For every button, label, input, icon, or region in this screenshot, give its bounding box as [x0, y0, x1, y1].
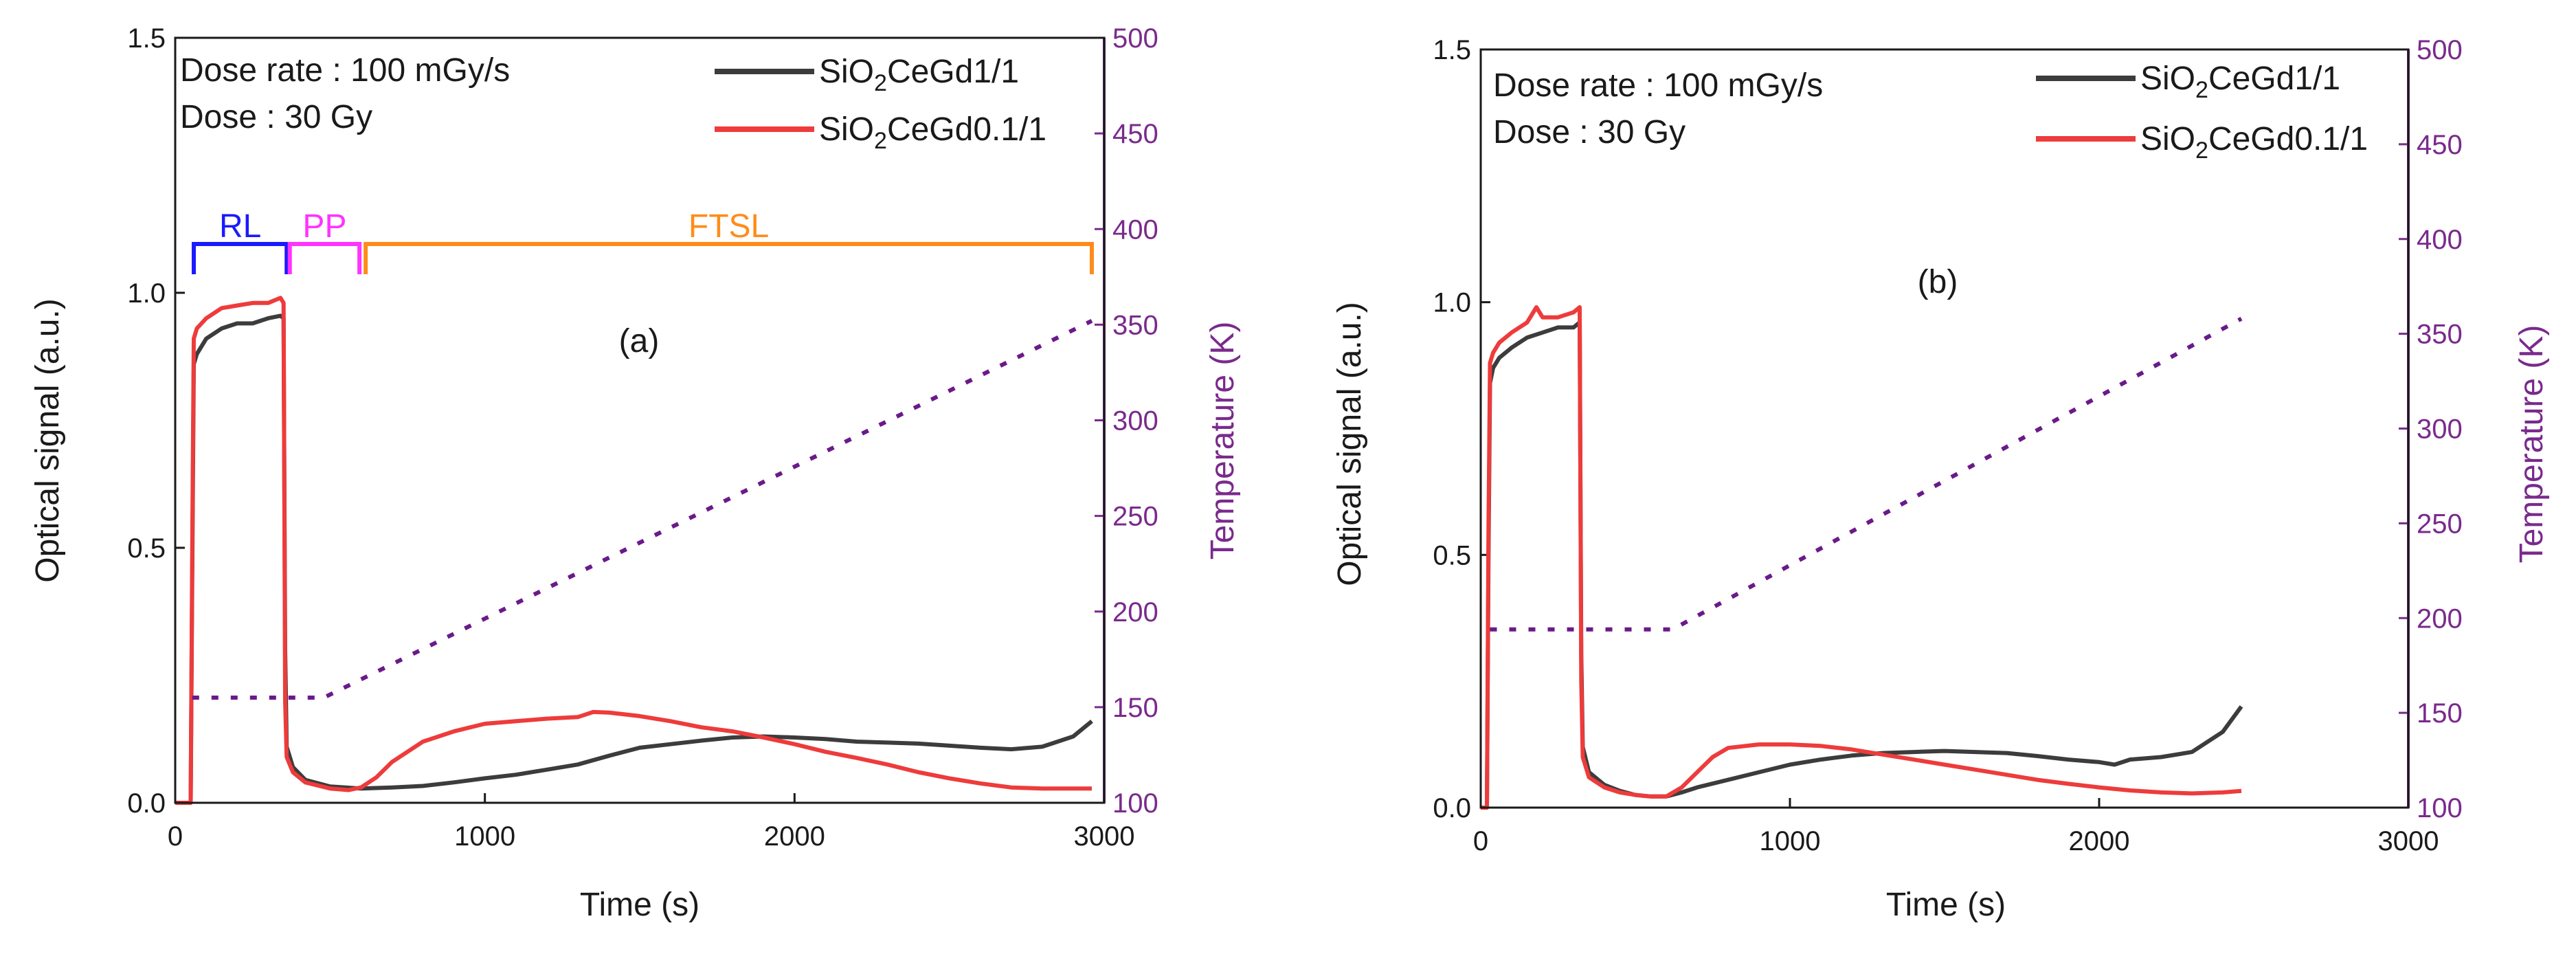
y-tick-label: 0.5 — [1433, 540, 1471, 570]
plot-frame — [174, 36, 1106, 804]
y-tick-label: 1.0 — [1433, 288, 1471, 318]
panel-a: Optical signal (a.u.) Temperature (K) Ti… — [30, 23, 1241, 923]
legend-label-sio2cegd1-1: SiO2CeGd1/1 — [819, 54, 1019, 96]
temperature-dashed-line — [192, 319, 1093, 700]
panel-label-b: (b) — [1918, 264, 1958, 300]
y2-tick-label: 250 — [2417, 509, 2463, 539]
series-line-sio2cegd0-1-1 — [1481, 305, 2242, 810]
note-dose-rate: Dose rate : 100 mGy/s — [1493, 67, 1823, 104]
y2-tick-label: 300 — [1112, 406, 1158, 436]
y-tick-label: 0.5 — [127, 533, 166, 564]
region-bracket-ftsl — [363, 242, 1094, 274]
legend-label-sio2cegd0-1-1: SiO2CeGd0.1/1 — [819, 111, 1046, 154]
panel-label-a: (a) — [619, 323, 660, 359]
y2-tick-label: 300 — [2417, 414, 2463, 445]
plot-frame — [1479, 48, 2410, 809]
region-label-pp: PP — [302, 208, 346, 245]
y-axis-title: Optical signal (a.u.) — [1332, 302, 1368, 586]
x-tick-label: 2000 — [764, 821, 825, 852]
y-tick-label: 0.0 — [127, 788, 166, 819]
region-label-ftsl: FTSL — [688, 208, 769, 245]
y2-tick-label: 450 — [1112, 119, 1158, 149]
y2-axis-title: Temperature (K) — [1205, 322, 1241, 560]
y2-tick-label: 100 — [1112, 788, 1158, 819]
y2-tick-label: 400 — [1112, 214, 1158, 245]
temperature-dashed-line — [1490, 316, 2243, 632]
y2-tick-label: 350 — [2417, 320, 2463, 350]
region-bracket-rl — [192, 242, 289, 274]
x-axis-title: Time (s) — [580, 887, 699, 923]
y2-tick-label: 200 — [1112, 597, 1158, 628]
x-tick-label: 0 — [1473, 826, 1488, 856]
legend-label-sio2cegd1-1: SiO2CeGd1/1 — [2140, 60, 2340, 103]
series-line-sio2cegd1-1 — [1481, 320, 2243, 810]
x-tick-label: 1000 — [454, 821, 515, 852]
y-tick-label: 1.5 — [127, 23, 166, 54]
legend: SiO2CeGd1/1 SiO2CeGd0.1/1 — [715, 54, 1046, 154]
y2-tick-label: 150 — [2417, 698, 2463, 729]
region-bracket-pp — [287, 242, 362, 274]
notes: Dose rate : 100 mGy/s Dose : 30 Gy — [1493, 67, 1823, 151]
note-dose: Dose : 30 Gy — [180, 99, 372, 135]
y-tick-label: 1.0 — [127, 278, 166, 309]
note-dose-rate: Dose rate : 100 mGy/s — [180, 52, 510, 89]
y2-tick-label: 150 — [1112, 693, 1158, 723]
x-tick-label: 2000 — [2069, 826, 2130, 856]
series-line-sio2cegd1-1 — [175, 313, 1093, 805]
x-tick-label: 0 — [168, 821, 183, 852]
series-line-sio2cegd0-1-1 — [175, 296, 1092, 805]
y-tick-label: 0.0 — [1433, 793, 1471, 823]
y2-tick-label: 500 — [1112, 23, 1158, 54]
y2-tick-label: 250 — [1112, 502, 1158, 532]
x-tick-label: 3000 — [1074, 821, 1135, 852]
y2-tick-label: 200 — [2417, 603, 2463, 634]
legend-label-sio2cegd0-1-1: SiO2CeGd0.1/1 — [2140, 121, 2368, 164]
y2-tick-label: 450 — [2417, 130, 2463, 160]
legend: SiO2CeGd1/1 SiO2CeGd0.1/1 — [2036, 60, 2368, 164]
region-label-rl: RL — [219, 208, 261, 245]
y2-tick-label: 350 — [1112, 310, 1158, 340]
y2-axis-title: Temperature (K) — [2513, 325, 2550, 564]
y2-tick-label: 400 — [2417, 225, 2463, 255]
y-axis-title: Optical signal (a.u.) — [30, 298, 66, 583]
x-tick-label: 1000 — [1760, 826, 1821, 856]
y2-tick-label: 100 — [2417, 793, 2463, 823]
note-dose: Dose : 30 Gy — [1493, 114, 1685, 151]
x-axis-title: Time (s) — [1886, 887, 2006, 923]
x-tick-label: 3000 — [2378, 826, 2439, 856]
notes: Dose rate : 100 mGy/s Dose : 30 Gy — [180, 52, 510, 135]
panel-b: Optical signal (a.u.) Temperature (K) Ti… — [1332, 35, 2550, 923]
y2-tick-label: 500 — [2417, 35, 2463, 65]
y-tick-label: 1.5 — [1433, 35, 1471, 65]
